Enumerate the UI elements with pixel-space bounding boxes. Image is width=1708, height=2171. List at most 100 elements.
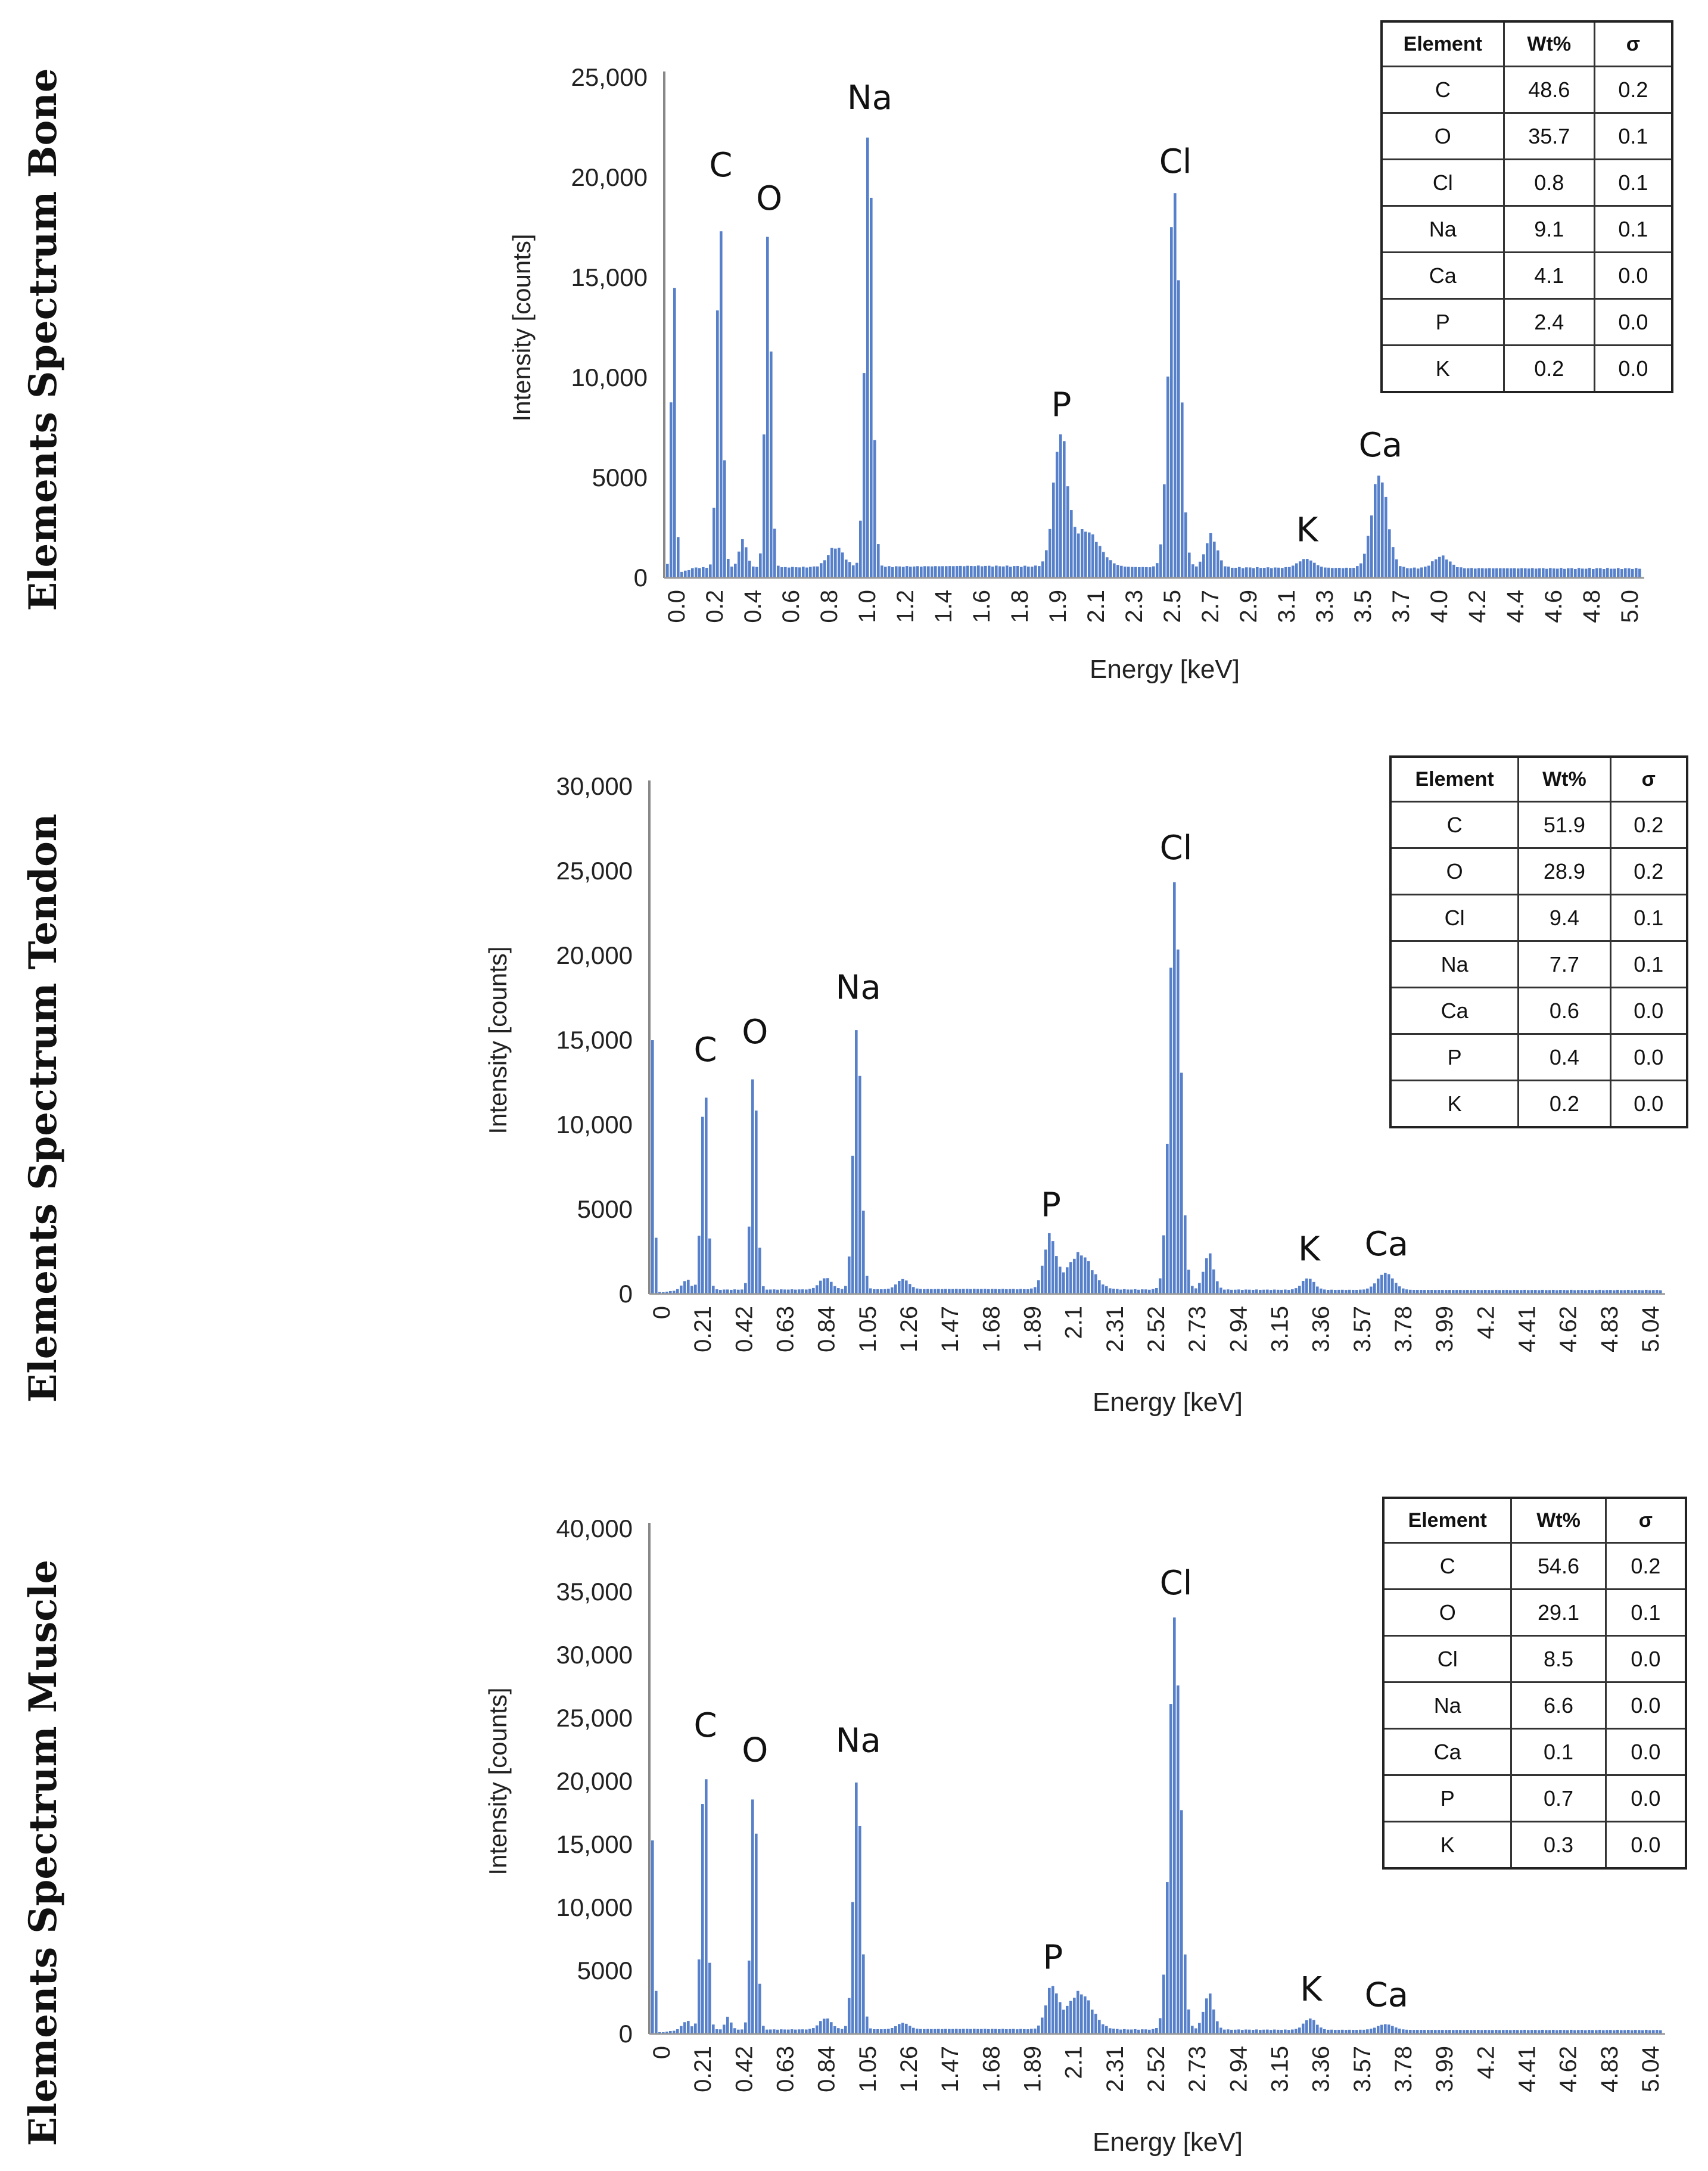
x-tick-label: 2.94 <box>1225 1306 1252 1352</box>
x-tick-label: 1.8 <box>1007 590 1033 623</box>
table-cell: K <box>1380 344 1505 393</box>
spectrum-bar <box>931 566 934 578</box>
spectrum-bar <box>969 1289 972 1294</box>
row-label-tendon: Elements Spectrum Tendon <box>20 813 66 1403</box>
spectrum-bar <box>1570 2029 1573 2034</box>
spectrum-bar <box>1588 568 1591 578</box>
spectrum-bar <box>848 562 851 578</box>
spectrum-bar <box>1252 568 1255 578</box>
spectrum-bar <box>1062 1272 1065 1294</box>
spectrum-bar <box>1348 1289 1351 1294</box>
spectrum-bar <box>680 2026 683 2034</box>
spectrum-bar <box>1631 1290 1634 1294</box>
spectrum-bar <box>916 1288 919 1294</box>
muscle-composition-table: Element Wt% σ C 54.6 0.2 O 29.1 0.1 Cl 8.5 0.0… <box>1382 1497 1687 1870</box>
x-tick-label: 2.73 <box>1184 2046 1211 2092</box>
x-tick-label: 0 <box>649 2046 675 2059</box>
spectrum-bar <box>1505 1290 1508 1294</box>
spectrum-bar <box>1031 567 1034 578</box>
table-cell: 0.3 <box>1510 1821 1607 1870</box>
spectrum-bar <box>1367 536 1370 578</box>
spectrum-bar <box>1023 2029 1026 2034</box>
spectrum-bar <box>1534 1290 1537 1294</box>
x-tick-label: 4.0 <box>1426 590 1452 623</box>
spectrum-bar <box>705 568 708 578</box>
spectrum-bar <box>1387 1274 1390 1294</box>
table-cell: 0.2 <box>1609 847 1688 895</box>
spectrum-bar <box>1088 532 1091 578</box>
spectrum-bar <box>869 2028 872 2034</box>
spectrum-bar <box>1570 1289 1573 1294</box>
spectrum-bar <box>1234 2029 1237 2034</box>
spectrum-bar <box>1048 1233 1051 1294</box>
x-tick-label: 4.83 <box>1597 2046 1623 2092</box>
spectrum-bar <box>1020 567 1023 578</box>
spectrum-bar <box>1116 1289 1119 1294</box>
table-row: K 0.2 0.0 <box>1389 1080 1688 1128</box>
spectrum-bar <box>715 2029 718 2034</box>
spectrum-bar <box>977 565 980 578</box>
spectrum-bar <box>1044 2005 1047 2034</box>
spectrum-bar <box>1084 531 1087 578</box>
spectrum-bar <box>1392 547 1395 578</box>
spectrum-bar <box>1595 568 1598 578</box>
spectrum-bar <box>1430 2030 1433 2034</box>
spectrum-bar <box>1292 565 1295 578</box>
spectrum-bar <box>934 1289 937 1294</box>
spectrum-bar <box>1359 1289 1362 1294</box>
spectrum-bar <box>1534 2030 1537 2034</box>
peak-label-cl: Cl <box>1160 829 1193 867</box>
spectrum-bar <box>1456 567 1459 578</box>
spectrum-bar <box>1023 1289 1026 1294</box>
spectrum-bar <box>816 2025 819 2034</box>
spectrum-bar <box>1656 1290 1659 1294</box>
y-tick-label: 20,000 <box>556 941 633 969</box>
spectrum-bar <box>870 197 873 578</box>
spectrum-bar <box>1638 2030 1641 2034</box>
table-cell: Ca <box>1380 251 1505 300</box>
spectrum-bar <box>723 2024 726 2034</box>
y-tick-label: 25,000 <box>571 63 648 91</box>
table-header-row: Element Wt% σ <box>1380 20 1673 67</box>
spectrum-bar <box>877 544 880 578</box>
spectrum-bar <box>959 565 962 578</box>
spectrum-bar <box>1256 567 1259 578</box>
spectrum-bar <box>1380 2024 1383 2034</box>
spectrum-bar <box>1013 566 1016 578</box>
x-tick-label: 0.4 <box>740 590 766 623</box>
spectrum-bar <box>1391 2026 1394 2034</box>
spectrum-bar <box>869 1288 872 1294</box>
spectrum-bar <box>855 562 858 578</box>
spectrum-bar <box>1230 1289 1233 1294</box>
x-tick-label: 1.89 <box>1020 2046 1046 2092</box>
spectrum-bar <box>905 1280 908 1294</box>
spectrum-bar <box>1330 2029 1333 2034</box>
spectrum-bar <box>1266 1289 1269 1294</box>
x-tick-label: 4.2 <box>1473 1306 1499 1339</box>
header-wt: Wt% <box>1517 755 1611 803</box>
spectrum-bar <box>1566 2030 1569 2034</box>
spectrum-bar <box>1513 1290 1516 1294</box>
spectrum-bar <box>762 1286 765 1294</box>
spectrum-bar <box>898 2024 901 2034</box>
spectrum-bar <box>1323 1289 1326 1294</box>
x-tick-label: 3.99 <box>1432 1306 1458 1352</box>
peak-label-o: O <box>756 179 782 218</box>
spectrum-bar <box>1634 1290 1637 1294</box>
spectrum-bar <box>1420 1290 1423 1294</box>
spectrum-bar <box>1445 1290 1448 1294</box>
header-sigma: σ <box>1593 20 1673 67</box>
spectrum-bar <box>866 137 869 578</box>
spectrum-bar <box>987 2029 990 2034</box>
spectrum-bar <box>1599 568 1602 578</box>
x-axis-title: Energy [keV] <box>1093 1388 1243 1417</box>
spectrum-bar <box>1574 568 1577 578</box>
spectrum-bar <box>956 566 959 578</box>
spectrum-bar <box>1273 1289 1276 1294</box>
spectrum-bar <box>1441 2030 1444 2034</box>
spectrum-bar <box>1463 568 1466 578</box>
spectrum-bar <box>1030 2029 1033 2034</box>
spectrum-bar <box>1399 566 1402 578</box>
spectrum-bar <box>1037 1280 1040 1294</box>
spectrum-bar <box>709 564 712 578</box>
